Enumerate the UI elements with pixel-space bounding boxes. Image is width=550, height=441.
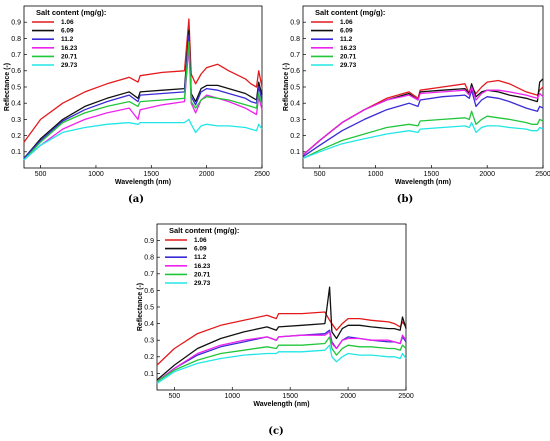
x-tick-label: 1500 <box>424 171 440 178</box>
legend-entry: 1.06 <box>194 237 207 244</box>
y-tick-label: 0.1 <box>11 149 21 156</box>
legend-entry: 1.06 <box>61 19 74 26</box>
legend-entry: 16.23 <box>340 45 357 52</box>
x-axis-label: Wavelength (nm) <box>395 179 451 186</box>
y-tick-label: 0.2 <box>11 133 21 140</box>
y-tick-label: 0.1 <box>290 149 300 156</box>
y-tick-label: 0.3 <box>290 117 300 124</box>
legend-entry: 20.71 <box>340 53 357 60</box>
series-line-29-73 <box>302 121 544 159</box>
x-tick-label: 500 <box>35 171 47 178</box>
x-tick-label: 1500 <box>144 171 160 178</box>
plot-area <box>156 223 407 391</box>
x-tick-label: 2000 <box>199 171 215 178</box>
x-tick-label: 2500 <box>254 171 270 178</box>
x-tick-label: 500 <box>314 171 326 178</box>
x-tick-label: 1000 <box>88 171 104 178</box>
legend-entry: 16.23 <box>194 263 211 270</box>
series-line-29-73 <box>23 118 263 161</box>
plot-area <box>23 5 263 169</box>
legend-entry: 29.73 <box>61 62 78 69</box>
y-tick-label: 0.7 <box>11 52 21 59</box>
legend-entry: 6.09 <box>61 28 74 35</box>
legend-entry: 29.73 <box>194 280 211 287</box>
x-tick-label: 500 <box>169 393 181 400</box>
plot-area <box>302 5 544 169</box>
y-tick-label: 0.7 <box>290 52 300 59</box>
legend-entry: 6.09 <box>194 246 207 253</box>
y-tick-label: 0.5 <box>290 84 300 91</box>
y-tick-label: 0.1 <box>144 371 154 378</box>
panel-label: (b) <box>397 194 413 205</box>
series-line-16-23 <box>302 86 544 156</box>
y-tick-label: 0.5 <box>11 84 21 91</box>
series-line-6-09 <box>156 286 407 381</box>
x-tick-label: 1000 <box>224 393 240 400</box>
y-tick-label: 0.2 <box>290 133 300 140</box>
legend-entry: 16.23 <box>61 45 78 52</box>
chart-panel-1: 0.1 0.2 0.3 0.4 0.5 0.6 0.7 0.8 0.9 500 1000 1500 20… <box>4 5 270 205</box>
y-tick-label: 0.6 <box>290 68 300 75</box>
x-tick-label: 2500 <box>398 393 414 400</box>
chart-panel-3: 0.1 0.2 0.3 0.4 0.5 0.6 0.7 0.8 0.9 500 1000 1500 20… <box>137 223 414 437</box>
panel-label: (c) <box>268 426 284 437</box>
panel-label: (a) <box>128 194 144 205</box>
y-tick-label: 0.4 <box>144 321 154 328</box>
legend-title: Salt content (mg/g): <box>169 226 239 235</box>
y-tick-label: 0.8 <box>11 36 21 43</box>
legend-title: Salt content (mg/g): <box>36 8 106 17</box>
x-tick-label: 1000 <box>368 171 384 178</box>
y-tick-label: 0.4 <box>11 101 21 108</box>
series-line-29-73 <box>156 344 407 384</box>
legend-entry: 20.71 <box>61 53 78 60</box>
series-line-20-71 <box>302 110 544 159</box>
x-tick-label: 2500 <box>535 171 550 178</box>
y-tick-label: 0.5 <box>144 304 154 311</box>
y-tick-label: 0.3 <box>11 117 21 124</box>
x-tick-label: 1500 <box>282 393 298 400</box>
y-tick-label: 0.9 <box>144 238 154 245</box>
series-line-20-71 <box>23 40 263 161</box>
y-tick-label: 0.3 <box>144 338 154 345</box>
y-tick-label: 0.8 <box>144 255 154 262</box>
x-tick-label: 2000 <box>479 171 495 178</box>
y-tick-label: 0.6 <box>11 68 21 75</box>
legend-entry: 11.2 <box>194 254 207 261</box>
chart-panel-2: 0.1 0.2 0.3 0.4 0.5 0.6 0.7 0.8 0.9 500 1000 1500 20… <box>283 5 550 205</box>
legend-entry: 29.73 <box>340 62 357 69</box>
x-tick-label: 2000 <box>340 393 356 400</box>
y-tick-label: 0.8 <box>290 36 300 43</box>
y-tick-label: 0.4 <box>290 101 300 108</box>
series-line-16-23 <box>156 331 407 383</box>
x-axis-label: Wavelength (nm) <box>253 401 309 408</box>
legend-entry: 20.71 <box>194 271 211 278</box>
y-axis-label: Reflectance (-) <box>137 283 144 331</box>
y-tick-label: 0.7 <box>144 271 154 278</box>
y-tick-label: 0.9 <box>290 20 300 27</box>
y-axis-label: Reflectance (-) <box>283 63 290 111</box>
y-tick-label: 0.2 <box>144 354 154 361</box>
legend-entry: 11.2 <box>61 36 74 43</box>
x-axis-label: Wavelength (nm) <box>115 179 171 186</box>
series-line-11-2 <box>302 89 544 158</box>
legend-entry: 11.2 <box>340 36 353 43</box>
series-line-20-71 <box>156 336 407 383</box>
y-tick-label: 0.9 <box>11 20 21 27</box>
legend-entry: 1.06 <box>340 19 353 26</box>
y-axis-label: Reflectance (-) <box>4 63 11 111</box>
legend-entry: 6.09 <box>340 28 353 35</box>
y-tick-label: 0.6 <box>144 288 154 295</box>
legend-title: Salt content (mg/g): <box>315 8 385 17</box>
